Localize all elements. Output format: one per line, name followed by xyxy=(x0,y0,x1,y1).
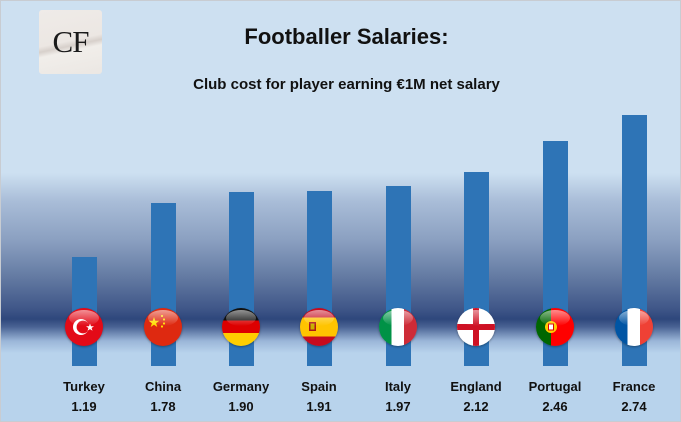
spain-flag-icon xyxy=(300,308,338,346)
value-label: 2.74 xyxy=(621,399,647,414)
turkey-flag-icon xyxy=(65,308,103,346)
logo-text: CF xyxy=(52,24,90,59)
germany-flag-icon xyxy=(222,308,260,346)
china-flag-icon xyxy=(144,308,182,346)
category-label: China xyxy=(144,379,182,394)
italy-flag-icon xyxy=(379,308,417,346)
value-label: 1.91 xyxy=(306,399,332,414)
england-flag-icon xyxy=(457,308,495,346)
category-label: England xyxy=(450,379,502,394)
value-label: 1.90 xyxy=(228,399,254,414)
category-label: Italy xyxy=(384,379,411,394)
cf-logo: CF xyxy=(39,10,102,74)
value-label: 1.78 xyxy=(150,399,176,414)
chart-title: Footballer Salaries: xyxy=(244,24,449,49)
category-label: Germany xyxy=(212,379,270,394)
category-label: Portugal xyxy=(528,379,582,394)
value-label: 1.97 xyxy=(385,399,411,414)
category-label: France xyxy=(612,379,656,394)
value-label: 2.12 xyxy=(463,399,489,414)
france-flag-icon xyxy=(615,308,653,346)
chart-subtitle: Club cost for player earning €1M net sal… xyxy=(193,76,500,93)
category-label: Turkey xyxy=(63,379,105,394)
value-label: 2.46 xyxy=(542,399,568,414)
category-label: Spain xyxy=(301,379,337,394)
value-label: 1.19 xyxy=(71,399,97,414)
portugal-flag-icon xyxy=(536,308,574,346)
